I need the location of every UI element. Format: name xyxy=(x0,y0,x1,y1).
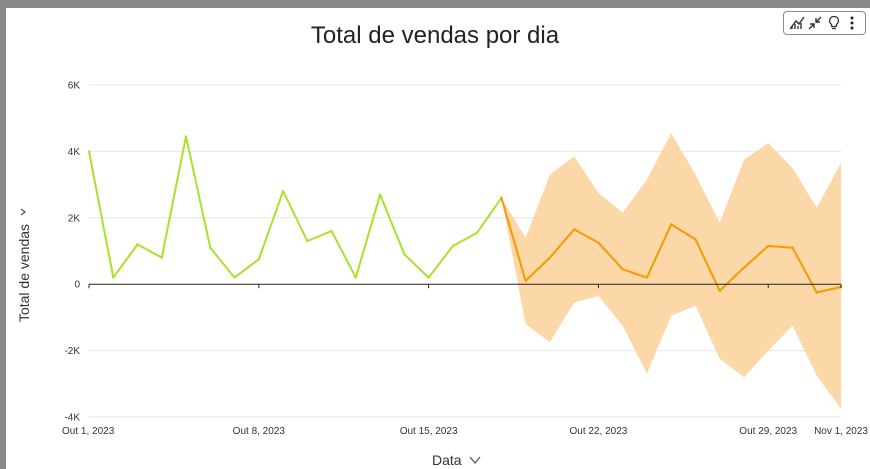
data-point xyxy=(209,246,212,249)
forecast-icon[interactable] xyxy=(789,15,805,31)
y-axis-label: Total de vendas xyxy=(16,223,32,323)
data-point xyxy=(621,268,624,271)
chart-title: Total de vendas por dia xyxy=(310,22,560,49)
forecast-band-area xyxy=(501,133,841,409)
axes: 6K 4K 2K 0 -2K -4K Out 1, 2023 Out 8, 2023 Out 1… xyxy=(62,81,868,438)
data-point xyxy=(572,228,576,231)
series-line-real xyxy=(88,135,503,279)
y-tick-label: 4K xyxy=(68,147,81,158)
data-point xyxy=(427,276,430,279)
data-point xyxy=(306,239,309,243)
data-point xyxy=(475,231,479,234)
data-point xyxy=(184,135,188,138)
data-point xyxy=(597,241,600,244)
x-tick-label: Out 8, 2023 xyxy=(233,426,286,437)
y-tick-label: -2K xyxy=(64,346,80,357)
data-point xyxy=(233,276,236,279)
data-point xyxy=(87,150,91,153)
y-tick-label: -4K xyxy=(64,413,80,424)
y-axis-title[interactable]: Total de vendas xyxy=(16,206,32,322)
visual-toolbar xyxy=(783,11,866,35)
data-point xyxy=(767,244,770,248)
lightbulb-icon[interactable] xyxy=(826,15,842,31)
y-tick-label: 2K xyxy=(68,213,81,224)
data-point xyxy=(669,223,673,226)
data-point xyxy=(403,253,406,256)
data-point xyxy=(112,276,115,279)
data-point xyxy=(718,289,721,293)
data-point xyxy=(791,246,794,249)
data-point xyxy=(354,276,358,279)
x-tick-label: Out 1, 2023 xyxy=(62,426,115,437)
data-point xyxy=(645,276,649,279)
data-point xyxy=(281,190,285,193)
collapse-icon[interactable] xyxy=(807,15,823,31)
x-tick-label: Out 15, 2023 xyxy=(400,426,458,437)
y-tick-label: 0 xyxy=(74,280,80,291)
chevron-right-icon xyxy=(16,206,32,218)
series-lines xyxy=(87,135,843,294)
data-point xyxy=(136,243,139,246)
x-axis-title[interactable]: Data xyxy=(432,452,482,468)
x-tick-label: Nov 1, 2023 xyxy=(814,426,868,437)
gridlines xyxy=(89,84,841,418)
data-point xyxy=(330,229,333,233)
x-axis-label: Data xyxy=(432,452,462,468)
forecast-band xyxy=(501,133,841,409)
data-point xyxy=(815,291,818,294)
data-point xyxy=(160,256,163,259)
y-tick-label: 6K xyxy=(68,81,81,92)
data-point xyxy=(694,238,697,241)
data-point xyxy=(378,193,382,196)
x-tick-label: Out 22, 2023 xyxy=(570,426,628,437)
chevron-down-icon xyxy=(468,452,482,468)
data-point xyxy=(257,258,261,261)
data-point xyxy=(500,196,503,200)
data-point xyxy=(742,266,746,269)
x-tick-label: Out 29, 2023 xyxy=(739,426,797,437)
data-point xyxy=(548,256,552,259)
data-point xyxy=(524,279,527,283)
data-point xyxy=(451,244,455,248)
more-options-icon[interactable] xyxy=(844,15,860,31)
